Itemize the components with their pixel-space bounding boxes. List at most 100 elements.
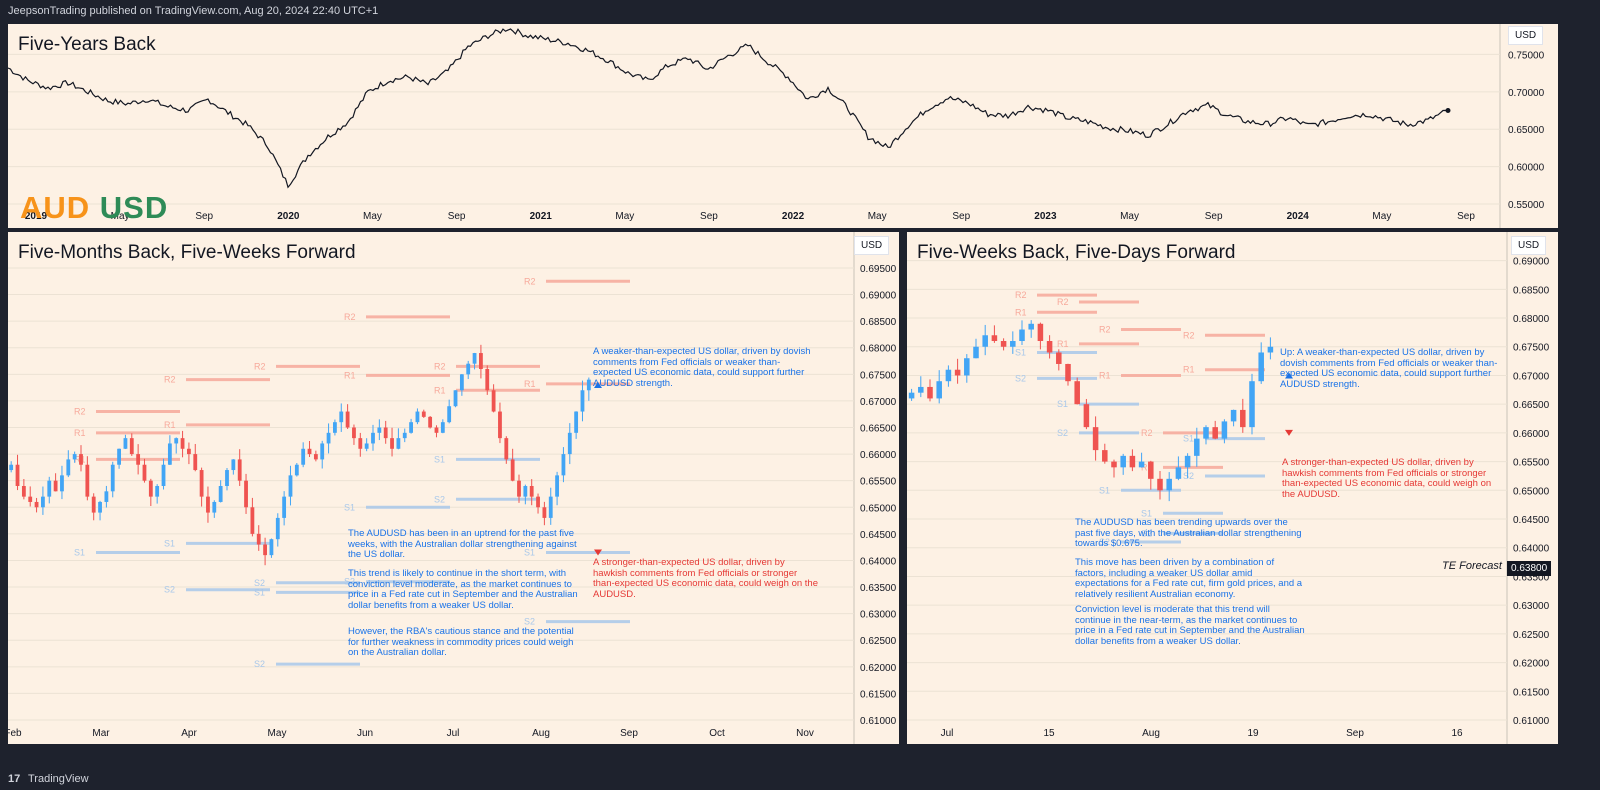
pair-quote: USD bbox=[99, 190, 169, 225]
candle-body bbox=[964, 358, 970, 376]
x-tick-label: Feb bbox=[8, 728, 22, 739]
candle-body bbox=[301, 448, 306, 465]
forecast-label: TE Forecast bbox=[1442, 560, 1502, 572]
publisher-bar: JeepsonTrading published on TradingView.… bbox=[0, 0, 1600, 22]
candle-body bbox=[41, 496, 45, 508]
currency-button[interactable]: USD bbox=[1508, 26, 1544, 45]
candle-body bbox=[1046, 341, 1053, 353]
candle-body bbox=[973, 346, 979, 359]
candle-body bbox=[364, 443, 369, 449]
candle-body bbox=[383, 427, 388, 439]
pivot-label: R2 bbox=[254, 361, 266, 371]
candle-body bbox=[72, 454, 77, 460]
y-tick-label: 0.61500 bbox=[860, 689, 897, 700]
candle-body bbox=[918, 386, 924, 393]
candle-body bbox=[377, 427, 382, 433]
pivot-label: R1 bbox=[1015, 307, 1027, 317]
candle-body bbox=[110, 464, 115, 492]
y-tick-label: 0.70000 bbox=[1508, 88, 1545, 99]
y-tick-label: 0.68500 bbox=[1513, 285, 1550, 296]
candle-body bbox=[212, 501, 217, 513]
candle-body bbox=[352, 427, 356, 439]
candle-body bbox=[79, 454, 83, 465]
currency-button[interactable]: USD bbox=[1511, 236, 1547, 255]
y-tick-label: 0.75000 bbox=[1508, 50, 1545, 61]
y-tick-label: 0.55000 bbox=[1508, 200, 1545, 211]
candle-body bbox=[498, 411, 502, 439]
pivot-label: R2 bbox=[164, 375, 176, 385]
five-months-chart[interactable]: 0.69500 0.69000 0.68500 0.68000 0.67500 0.670… bbox=[8, 232, 899, 744]
y-tick-label: 0.65000 bbox=[1508, 125, 1545, 136]
candle-body bbox=[288, 475, 293, 497]
currency-button[interactable]: USD bbox=[854, 236, 890, 255]
candle-body bbox=[9, 464, 14, 471]
pivot-label: S2 bbox=[254, 659, 265, 669]
candle-body bbox=[206, 496, 210, 513]
pivot-label: S2 bbox=[1141, 528, 1152, 538]
pivot-label: S1 bbox=[434, 454, 445, 464]
summary-note-1: The AUDUSD has been in an uptrend for th… bbox=[348, 528, 577, 560]
candle-body bbox=[574, 411, 579, 433]
candle-body bbox=[1175, 467, 1182, 479]
candle-body bbox=[1083, 404, 1090, 428]
candle-body bbox=[333, 422, 337, 433]
x-tick-label: 19 bbox=[1247, 728, 1259, 739]
bullish-note: A weaker-than-expected US dollar, driven… bbox=[593, 346, 811, 389]
candle-body bbox=[263, 544, 267, 556]
y-tick-label: 0.66000 bbox=[1513, 429, 1550, 440]
candle-body bbox=[927, 386, 933, 399]
pivot-label: S1 bbox=[524, 547, 535, 557]
candle-body bbox=[1203, 427, 1209, 439]
candle-body bbox=[936, 381, 942, 399]
pivot-label: S2 bbox=[1015, 373, 1026, 383]
x-tick-label: Aug bbox=[532, 728, 550, 739]
candle-body bbox=[60, 475, 64, 492]
pivot-label: S1 bbox=[164, 538, 175, 548]
pivot-label: S1 bbox=[74, 547, 85, 557]
x-tick-label: Jul bbox=[941, 728, 954, 739]
y-tick-label: 0.61500 bbox=[1513, 687, 1550, 698]
x-tick-label: Sep bbox=[952, 211, 970, 222]
x-tick-label: Mar bbox=[92, 728, 110, 739]
y-tick-label: 0.61000 bbox=[1513, 716, 1550, 727]
candle-body bbox=[1194, 438, 1200, 456]
summary-note-2: This trend is likely to continue in the … bbox=[348, 568, 578, 611]
y-tick-label: 0.67000 bbox=[860, 397, 897, 408]
candle-body bbox=[523, 486, 528, 497]
pivot-label: S1 bbox=[1015, 347, 1026, 357]
candle-body bbox=[586, 379, 591, 391]
pivot-label: S1 bbox=[1183, 434, 1194, 444]
candle-body bbox=[174, 438, 179, 444]
candle-body bbox=[15, 464, 20, 486]
y-tick-label: 0.62000 bbox=[1513, 659, 1550, 670]
candle-body bbox=[1212, 427, 1218, 439]
x-tick-label: 2021 bbox=[530, 211, 553, 222]
candle-body bbox=[21, 486, 26, 497]
up-arrow-icon bbox=[594, 381, 602, 388]
candle-body bbox=[1240, 409, 1246, 428]
x-tick-label: Oct bbox=[709, 728, 725, 739]
tradingview-brand[interactable]: TradingView bbox=[28, 773, 89, 785]
y-tick-label: 0.69000 bbox=[860, 291, 897, 302]
pivot-label: R1 bbox=[1099, 370, 1111, 380]
y-tick-label: 0.67500 bbox=[1513, 343, 1550, 354]
candle-body bbox=[345, 411, 350, 428]
y-tick-label: 0.66500 bbox=[860, 424, 897, 435]
pivot-label: R1 bbox=[524, 379, 536, 389]
price-series-line bbox=[8, 28, 1449, 189]
pivot-label: S1 bbox=[254, 587, 265, 597]
candle-body bbox=[1166, 478, 1172, 491]
tradingview-logo[interactable]: 17 bbox=[8, 773, 21, 785]
candle-body bbox=[307, 448, 312, 455]
candle-body bbox=[390, 438, 394, 449]
five-years-chart[interactable]: 0.75000 0.70000 0.65000 0.60000 0.55000 2019 M… bbox=[8, 24, 1558, 228]
candle-body bbox=[136, 454, 141, 465]
y-tick-label: 0.62500 bbox=[1513, 630, 1550, 641]
bearish-note: A stronger-than-expected US dollar, driv… bbox=[593, 557, 818, 600]
candle-body bbox=[542, 507, 547, 518]
candle-body bbox=[98, 501, 102, 513]
five-weeks-chart[interactable]: 0.69000 0.68500 0.68000 0.67500 0.67000 0.665… bbox=[907, 232, 1558, 744]
candle-body bbox=[148, 480, 153, 497]
pivot-label: S2 bbox=[434, 494, 445, 504]
candle-body bbox=[1157, 478, 1163, 491]
